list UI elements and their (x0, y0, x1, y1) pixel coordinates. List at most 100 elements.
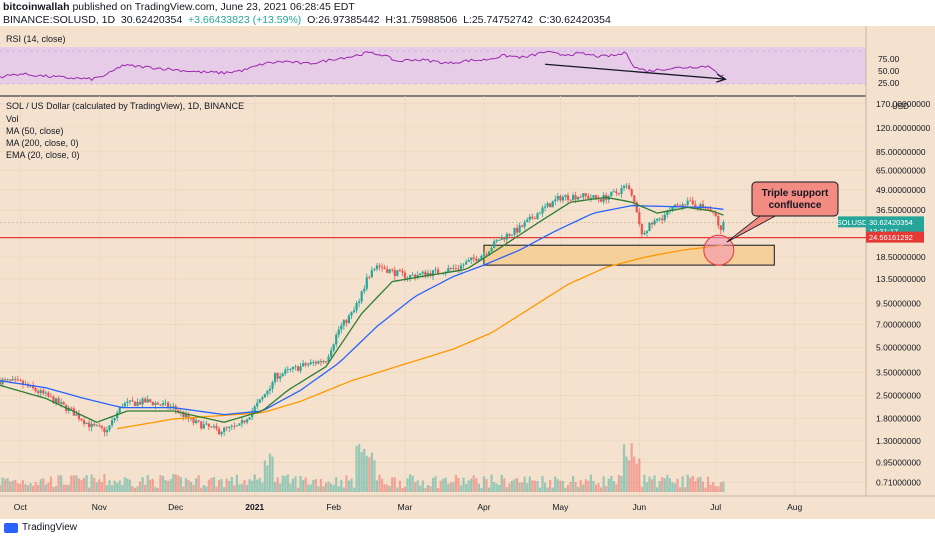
candle-body (161, 403, 165, 406)
volume-bar (243, 480, 246, 492)
candle-body (360, 291, 363, 302)
volume-bar (625, 456, 628, 492)
volume-bar (352, 487, 356, 492)
tradingview-logo[interactable]: TradingView (4, 522, 77, 533)
candle-body (722, 222, 725, 231)
volume-bar (39, 479, 42, 492)
price-chart[interactable]: RSI (14, close) 170.00000000 120.00000000… (0, 26, 935, 519)
volume-bar (600, 487, 603, 492)
candle-body (248, 417, 251, 420)
volume-bar (503, 478, 506, 492)
price-tick-label-10: 5.00000000 (876, 343, 921, 353)
volume-bar (116, 482, 119, 492)
volume-bar (32, 485, 35, 492)
candle-body (281, 373, 284, 377)
volume-bar (370, 452, 373, 492)
volume-bar (0, 485, 2, 492)
author-name[interactable]: bitcoinwallah (3, 1, 70, 13)
candle-body (235, 425, 238, 427)
volume-bar (689, 477, 692, 492)
candle-body (414, 274, 417, 278)
volume-bar (195, 478, 198, 492)
candle-body (314, 362, 317, 364)
candle-body (243, 420, 246, 423)
volume-bar (159, 475, 162, 492)
candle-body (138, 401, 142, 405)
volume-bar (126, 478, 129, 492)
volume-bar (551, 487, 554, 492)
candle-body (146, 399, 149, 403)
time-axis[interactable]: Oct Nov Dec 2021 Feb Mar Apr May Jun Jul Aug (14, 502, 803, 512)
candle-body (505, 233, 508, 240)
candle-body (549, 203, 552, 208)
candle-body (363, 288, 366, 292)
candle-body (485, 254, 488, 256)
volume-bar (123, 477, 126, 492)
candle-body (393, 269, 396, 276)
candle-body (531, 216, 534, 219)
candle-body (149, 399, 152, 402)
candle-body (628, 185, 631, 190)
candle-body (271, 382, 274, 389)
volume-bar (546, 487, 549, 492)
volume-bar (485, 479, 488, 492)
candle-body (141, 398, 144, 405)
candle-body (105, 430, 109, 433)
candle-body (622, 185, 626, 189)
volume-bar (398, 480, 401, 492)
candle-body (401, 270, 404, 273)
volume-bar (82, 478, 86, 492)
volume-bar (95, 482, 98, 492)
candle-body (212, 426, 216, 427)
candle-body (14, 379, 17, 381)
candle-body (118, 407, 121, 413)
time-tick-mar: Mar (398, 502, 413, 512)
candle-body (302, 363, 305, 367)
volume-bar (332, 485, 335, 492)
volume-bar (633, 456, 636, 492)
candle-body (648, 222, 651, 232)
volume-bar (47, 482, 50, 492)
candle-body (3, 379, 7, 381)
candle-body (543, 206, 547, 208)
candle-body (77, 413, 81, 419)
volume-bar (477, 483, 480, 492)
rsi-divergence-arrow (545, 63, 727, 83)
candle-body (508, 233, 511, 236)
candle-body (304, 363, 307, 366)
volume-bar (454, 474, 458, 492)
candle-body (574, 195, 577, 200)
volume-bar (93, 477, 96, 492)
volume-bar (617, 474, 621, 492)
volume-bar (490, 474, 493, 492)
volume-bar (294, 476, 297, 492)
price-axis[interactable]: 170.00000000 120.00000000 85.00000000 65.00… (876, 99, 931, 488)
candle-body (95, 425, 98, 427)
candle-body (528, 216, 531, 220)
candle-body (256, 402, 259, 407)
volume-bar (289, 483, 292, 492)
price-tick-label-15: 0.95000000 (876, 457, 921, 467)
volume-bar (1, 477, 4, 492)
candle-body (85, 422, 88, 424)
candle-body (569, 199, 572, 201)
volume-bar (6, 478, 9, 492)
candle-body (617, 193, 621, 194)
volume-bar (192, 484, 195, 492)
candle-body (133, 401, 137, 406)
candle-body (327, 356, 330, 363)
volume-bar (174, 474, 177, 492)
candle-body (498, 239, 501, 241)
volume-bar (212, 477, 216, 492)
volume-bar (526, 483, 529, 492)
volume-bar (653, 475, 656, 492)
candle-body (536, 213, 539, 219)
candle-body (671, 207, 674, 210)
volume-bar (459, 485, 463, 492)
candle-body (386, 269, 389, 273)
price-tick-label-12: 2.50000000 (876, 391, 921, 401)
candle-body (472, 257, 475, 259)
candle-body (177, 409, 180, 413)
candle-body (128, 400, 131, 402)
